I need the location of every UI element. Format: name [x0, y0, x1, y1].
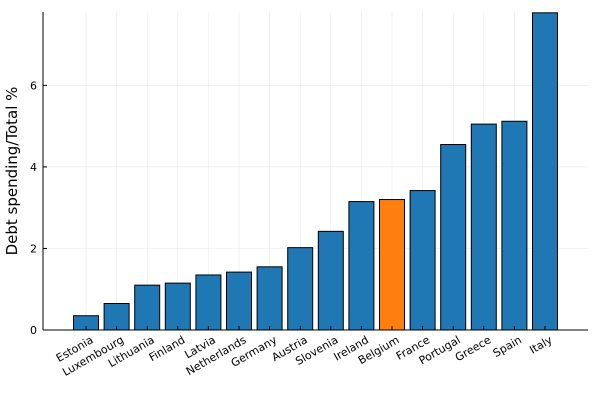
bar-ireland	[348, 201, 375, 331]
axes	[42, 12, 588, 331]
bar-netherlands	[226, 271, 252, 331]
bar-luxembourg	[103, 303, 130, 331]
bar-austria	[287, 247, 314, 331]
bar-belgium	[379, 199, 405, 331]
y-tick-label: 6	[30, 79, 37, 92]
x-ticks: EstoniaLuxembourgLithuaniaFinlandLatviaN…	[54, 326, 555, 379]
y-axis-label: Debt spending/Total %	[3, 87, 21, 256]
bar-spain	[501, 120, 528, 331]
bar-germany	[256, 266, 283, 331]
bar-lithuania	[134, 284, 161, 331]
bar-latvia	[195, 274, 222, 331]
bar-finland	[164, 282, 191, 331]
x-tick-label-spain: Spain	[491, 333, 524, 360]
y-tick-label: 4	[30, 161, 37, 174]
bar-portugal	[440, 144, 467, 331]
x-tick-label-italy: Italy	[527, 333, 555, 356]
x-tick-label-greece: Greece	[453, 333, 494, 364]
y-ticks: 0 2 4 6	[30, 79, 47, 337]
y-tick-label: 0	[30, 324, 37, 337]
bar-italy	[532, 12, 558, 331]
y-tick-label: 2	[30, 242, 37, 255]
bar-greece	[470, 123, 497, 331]
bar-france	[409, 190, 436, 331]
bars	[73, 12, 558, 331]
bar-slovenia	[317, 230, 344, 331]
